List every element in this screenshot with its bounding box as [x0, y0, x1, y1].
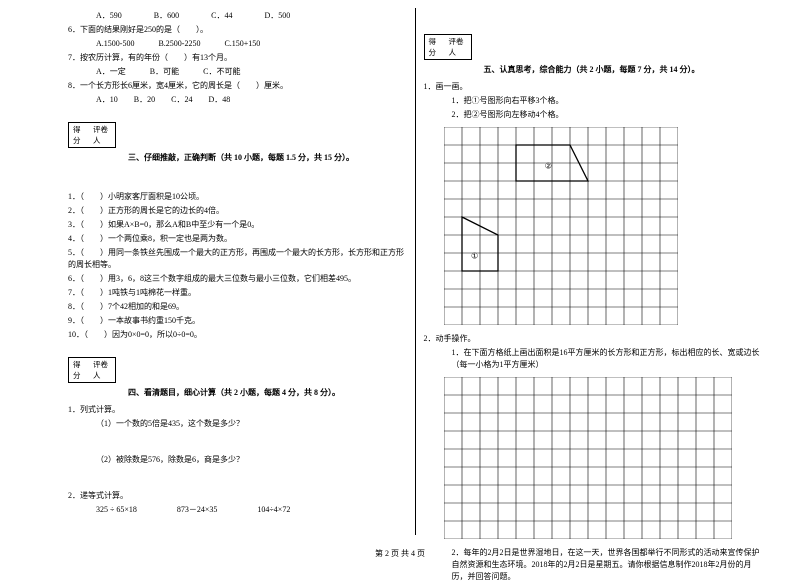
grid-1: ②①: [444, 127, 678, 325]
calc-2-items: 325 ÷ 65×18 873－24×35 104÷4×72: [68, 504, 407, 516]
draw-1b: 2．把②号图形向左移动4个格。: [424, 109, 763, 121]
calc-1: 1．列式计算。: [68, 404, 407, 416]
left-column: A．590 B．600 C．44 D．500 6．下面的结果刚好是250的是（ …: [60, 8, 416, 535]
svg-text:①: ①: [471, 251, 478, 260]
score-cell-label: 评卷人: [89, 123, 115, 147]
draw-1a: 1．把①号图形向右平移3个格。: [424, 95, 763, 107]
heading-4: 四、看清题目，细心计算（共 2 小题，每题 4 分，共 8 分）。: [68, 387, 407, 398]
draw-1: 1．画一画。: [424, 81, 763, 93]
judge-2: 2．（ ）正方形的周长是它的边长的4倍。: [68, 205, 407, 217]
q6-options: A.1500-500 B.2500-2250 C.150+150: [68, 38, 407, 50]
q8: 8．一个长方形长6厘米，宽4厘米，它的周长是（ ）厘米。: [68, 80, 407, 92]
score-cell-label: 评卷人: [89, 358, 115, 382]
judge-4: 4．（ ）一个两位乘8，积一定也是两为数。: [68, 233, 407, 245]
score-table: 得分 评卷人: [68, 122, 116, 148]
section-5-header: 得分 评卷人: [424, 28, 763, 62]
section-4-header: 得分 评卷人: [68, 351, 407, 385]
q6: 6．下面的结果刚好是250的是（ ）。: [68, 24, 407, 36]
score-cell-top: 得分: [69, 123, 89, 134]
score-table: 得分 评卷人: [68, 357, 116, 383]
draw-2: 2．动手操作。: [424, 333, 763, 345]
score-cell-top: 得分: [69, 358, 89, 369]
judge-5: 5．（ ）用同一条铁丝先围成一个最大的正方形，再围成一个最大的长方形，长方形和正…: [68, 247, 407, 271]
score-cell-top: 得分: [425, 35, 445, 46]
calc-1b: （2）被除数是576，除数是6，商是多少？: [68, 454, 407, 466]
judge-6: 6．（ ）用3，6，8这三个数字组成的最大三位数与最小三位数，它们相差495。: [68, 273, 407, 285]
grid-2: [444, 377, 732, 539]
judge-8: 8．（ ）7个42相加的和是69。: [68, 301, 407, 313]
svg-text:②: ②: [544, 161, 551, 170]
page-footer: 第 2 页 共 4 页: [0, 548, 800, 559]
heading-5: 五、认真思考，综合能力（共 2 小题，每题 7 分，共 14 分）。: [424, 64, 763, 75]
judge-10: 10．（ ）因为0×0=0，所以0÷0=0。: [68, 329, 407, 341]
q7-options: A．一定 B．可能 C．不可能: [68, 66, 407, 78]
section-3-header: 得分 评卷人: [68, 116, 407, 150]
heading-3: 三、仔细推敲，正确判断（共 10 小题，每题 1.5 分，共 15 分）。: [68, 152, 407, 163]
judge-9: 9．（ ）一本故事书约重150千克。: [68, 315, 407, 327]
calc-1a: （1）一个数的5倍是435，这个数是多少？: [68, 418, 407, 430]
q5-options: A．590 B．600 C．44 D．500: [68, 10, 407, 22]
score-table: 得分 评卷人: [424, 34, 472, 60]
score-cell-label: 评卷人: [445, 35, 471, 59]
judge-3: 3．（ ）如果A×B=0，那么A和B中至少有一个是0。: [68, 219, 407, 231]
judge-1: 1．（ ）小明家客厅面积是10公顷。: [68, 191, 407, 203]
draw-2a: 1．在下面方格纸上画出面积是16平方厘米的长方形和正方形，标出相应的长、宽或边长…: [424, 347, 763, 371]
judge-7: 7．（ ）1吨铁与1吨棉花一样重。: [68, 287, 407, 299]
calc-2: 2．递等式计算。: [68, 490, 407, 502]
q7: 7．按农历计算，有的年份（ ）有13个月。: [68, 52, 407, 64]
q8-options: A．10 B．20 C．24 D．48: [68, 94, 407, 106]
right-column: 得分 评卷人 五、认真思考，综合能力（共 2 小题，每题 7 分，共 14 分）…: [416, 8, 771, 535]
